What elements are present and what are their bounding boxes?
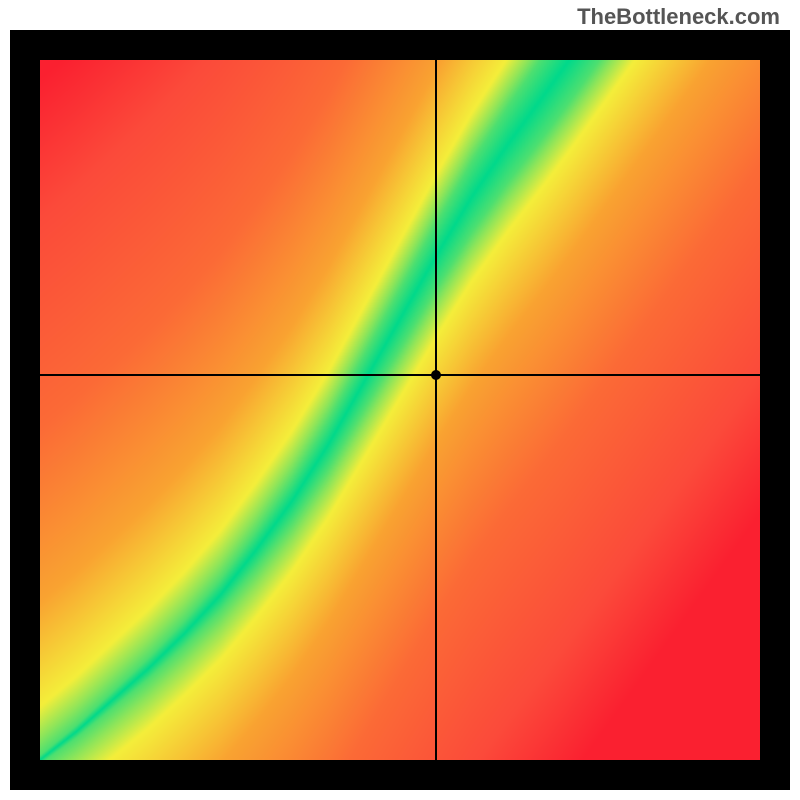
chart-frame [10, 30, 790, 790]
chart-container: TheBottleneck.com [0, 0, 800, 800]
crosshair-horizontal [40, 374, 760, 376]
crosshair-vertical [435, 60, 437, 760]
watermark-text: TheBottleneck.com [577, 4, 780, 30]
heatmap-canvas [40, 60, 760, 760]
marker-dot [431, 370, 441, 380]
